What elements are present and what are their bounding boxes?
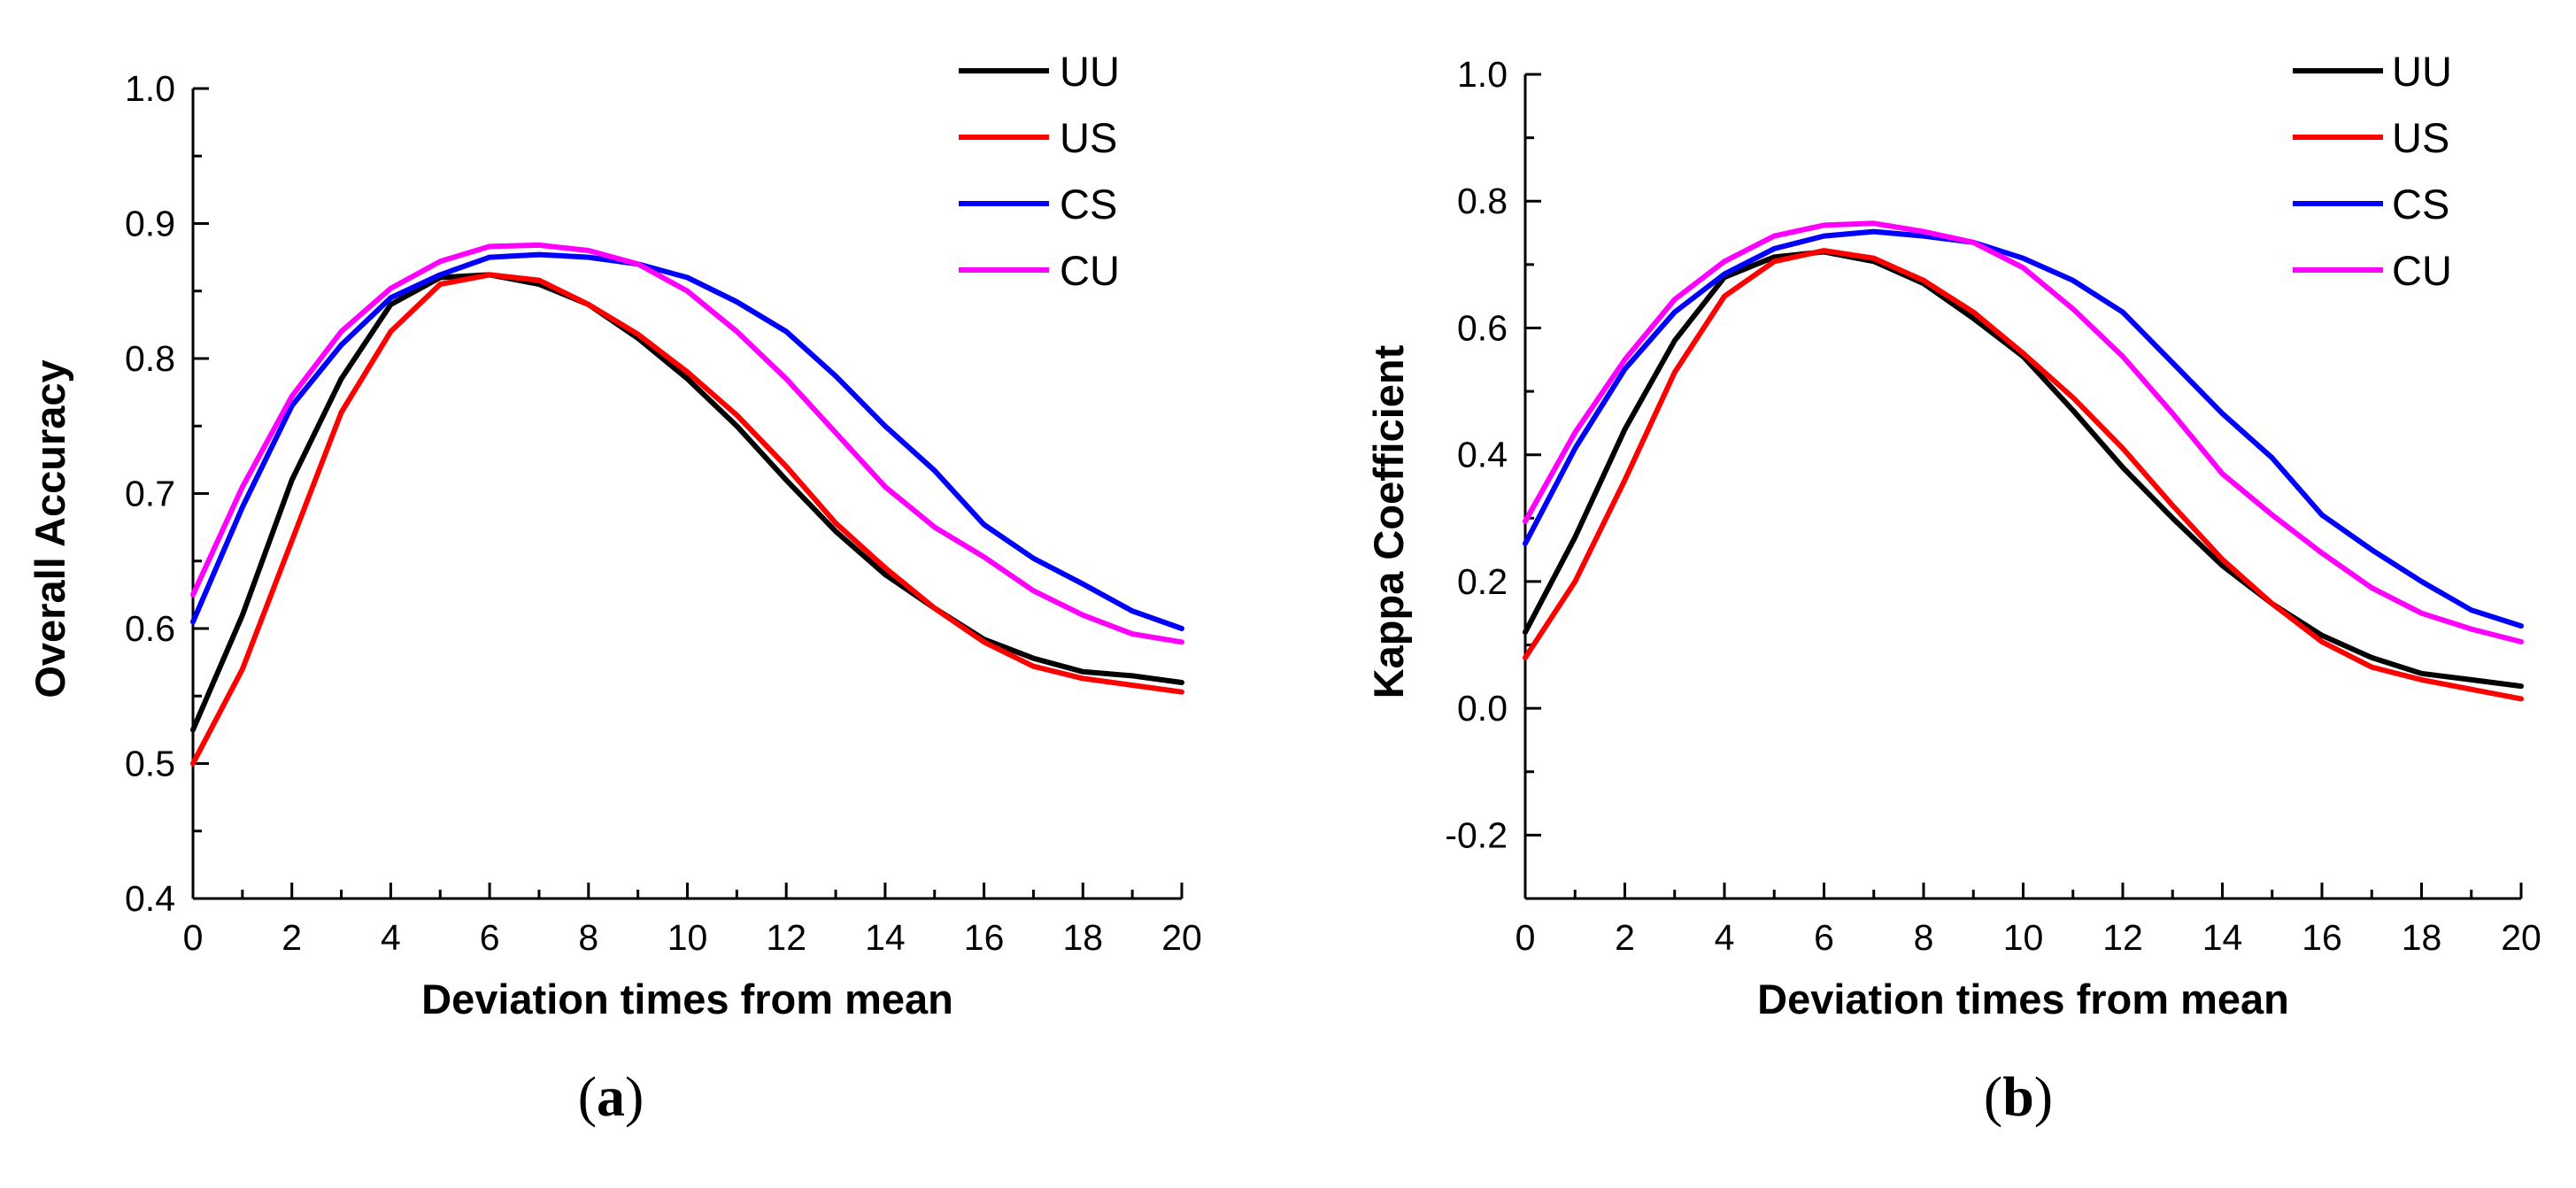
y-tick-label: 0.4 [1457,435,1508,475]
chart-panel-a: 0 2 4 6 8 10 12 14 16 18 20 0.4 0.5 0.6 0.7 0.8 0.9 1.0 De… [27,48,1202,1128]
x-tick-label: 6 [480,917,500,958]
x-tick-label: 0 [183,917,204,958]
y-tick-label: -0.2 [1445,814,1508,855]
x-tick-label: 2 [1615,917,1635,958]
x-tick-label: 4 [1715,917,1735,958]
series-line-cu [1523,220,2524,644]
series-line-cs [190,251,1184,631]
panel-label: (b) [1984,1065,2053,1128]
series-line-us [1523,248,2524,702]
x-tick-label: 8 [1914,917,1934,958]
y-tick-label: 0.9 [125,204,175,244]
series-line-uu [190,272,1184,733]
y-tick-label: 0.6 [125,608,175,649]
y-tick-label: 0.8 [1457,181,1508,221]
y-axis-title: Overall Accuracy [27,359,73,698]
y-axis-title: Kappa Coefficient [1365,344,1412,698]
legend-label-uu: UU [1060,48,1120,95]
x-tick-label: 12 [766,917,806,958]
series-line-cs [1523,228,2524,629]
legend-label-uu: UU [2392,48,2452,95]
y-tick-label: 0.7 [125,474,175,514]
x-axis-title: Deviation times from mean [421,976,953,1022]
legend-label-us: US [2392,114,2449,161]
x-tick-label: 14 [2202,917,2243,958]
x-tick-label: 8 [578,917,598,958]
x-tick-label: 2 [282,917,302,958]
y-tick-label: 1.0 [125,68,175,109]
y-tick-label: 0.2 [1457,561,1508,602]
x-tick-label: 20 [2501,917,2541,958]
x-tick-label: 10 [667,917,708,958]
legend-label-us: US [1060,114,1117,161]
series-line-us [190,272,1184,767]
series-line-cu [190,242,1184,645]
x-tick-label: 12 [2102,917,2143,958]
panel-label: (a) [578,1065,644,1128]
x-tick-label: 14 [865,917,906,958]
x-tick-label: 16 [2302,917,2342,958]
y-tick-label: 0.0 [1457,688,1508,729]
legend-label-cu: CU [2392,247,2452,294]
x-tick-label: 4 [381,917,401,958]
y-tick-label: 0.8 [125,338,175,379]
legend-label-cs: CS [1060,181,1117,228]
x-axis-title: Deviation times from mean [1757,976,2289,1022]
x-tick-label: 0 [1516,917,1536,958]
x-tick-label: 6 [1814,917,1834,958]
legend-label-cs: CS [2392,181,2449,228]
x-tick-label: 18 [1062,917,1103,958]
x-tick-label: 10 [2003,917,2044,958]
chart-panel-b: 0 2 4 6 8 10 12 14 16 18 20 -0.2 0.0 0.2 0.4 0.6 0.8 1.0 D… [1365,48,2541,1128]
y-tick-label: 0.5 [125,744,175,784]
x-tick-label: 18 [2402,917,2442,958]
y-tick-label: 0.4 [125,878,175,919]
series-line-uu [1523,249,2524,690]
y-tick-label: 0.6 [1457,307,1508,348]
legend-label-cu: CU [1060,247,1120,294]
x-tick-label: 16 [964,917,1005,958]
x-tick-label: 20 [1161,917,1202,958]
y-tick-label: 1.0 [1457,54,1508,95]
